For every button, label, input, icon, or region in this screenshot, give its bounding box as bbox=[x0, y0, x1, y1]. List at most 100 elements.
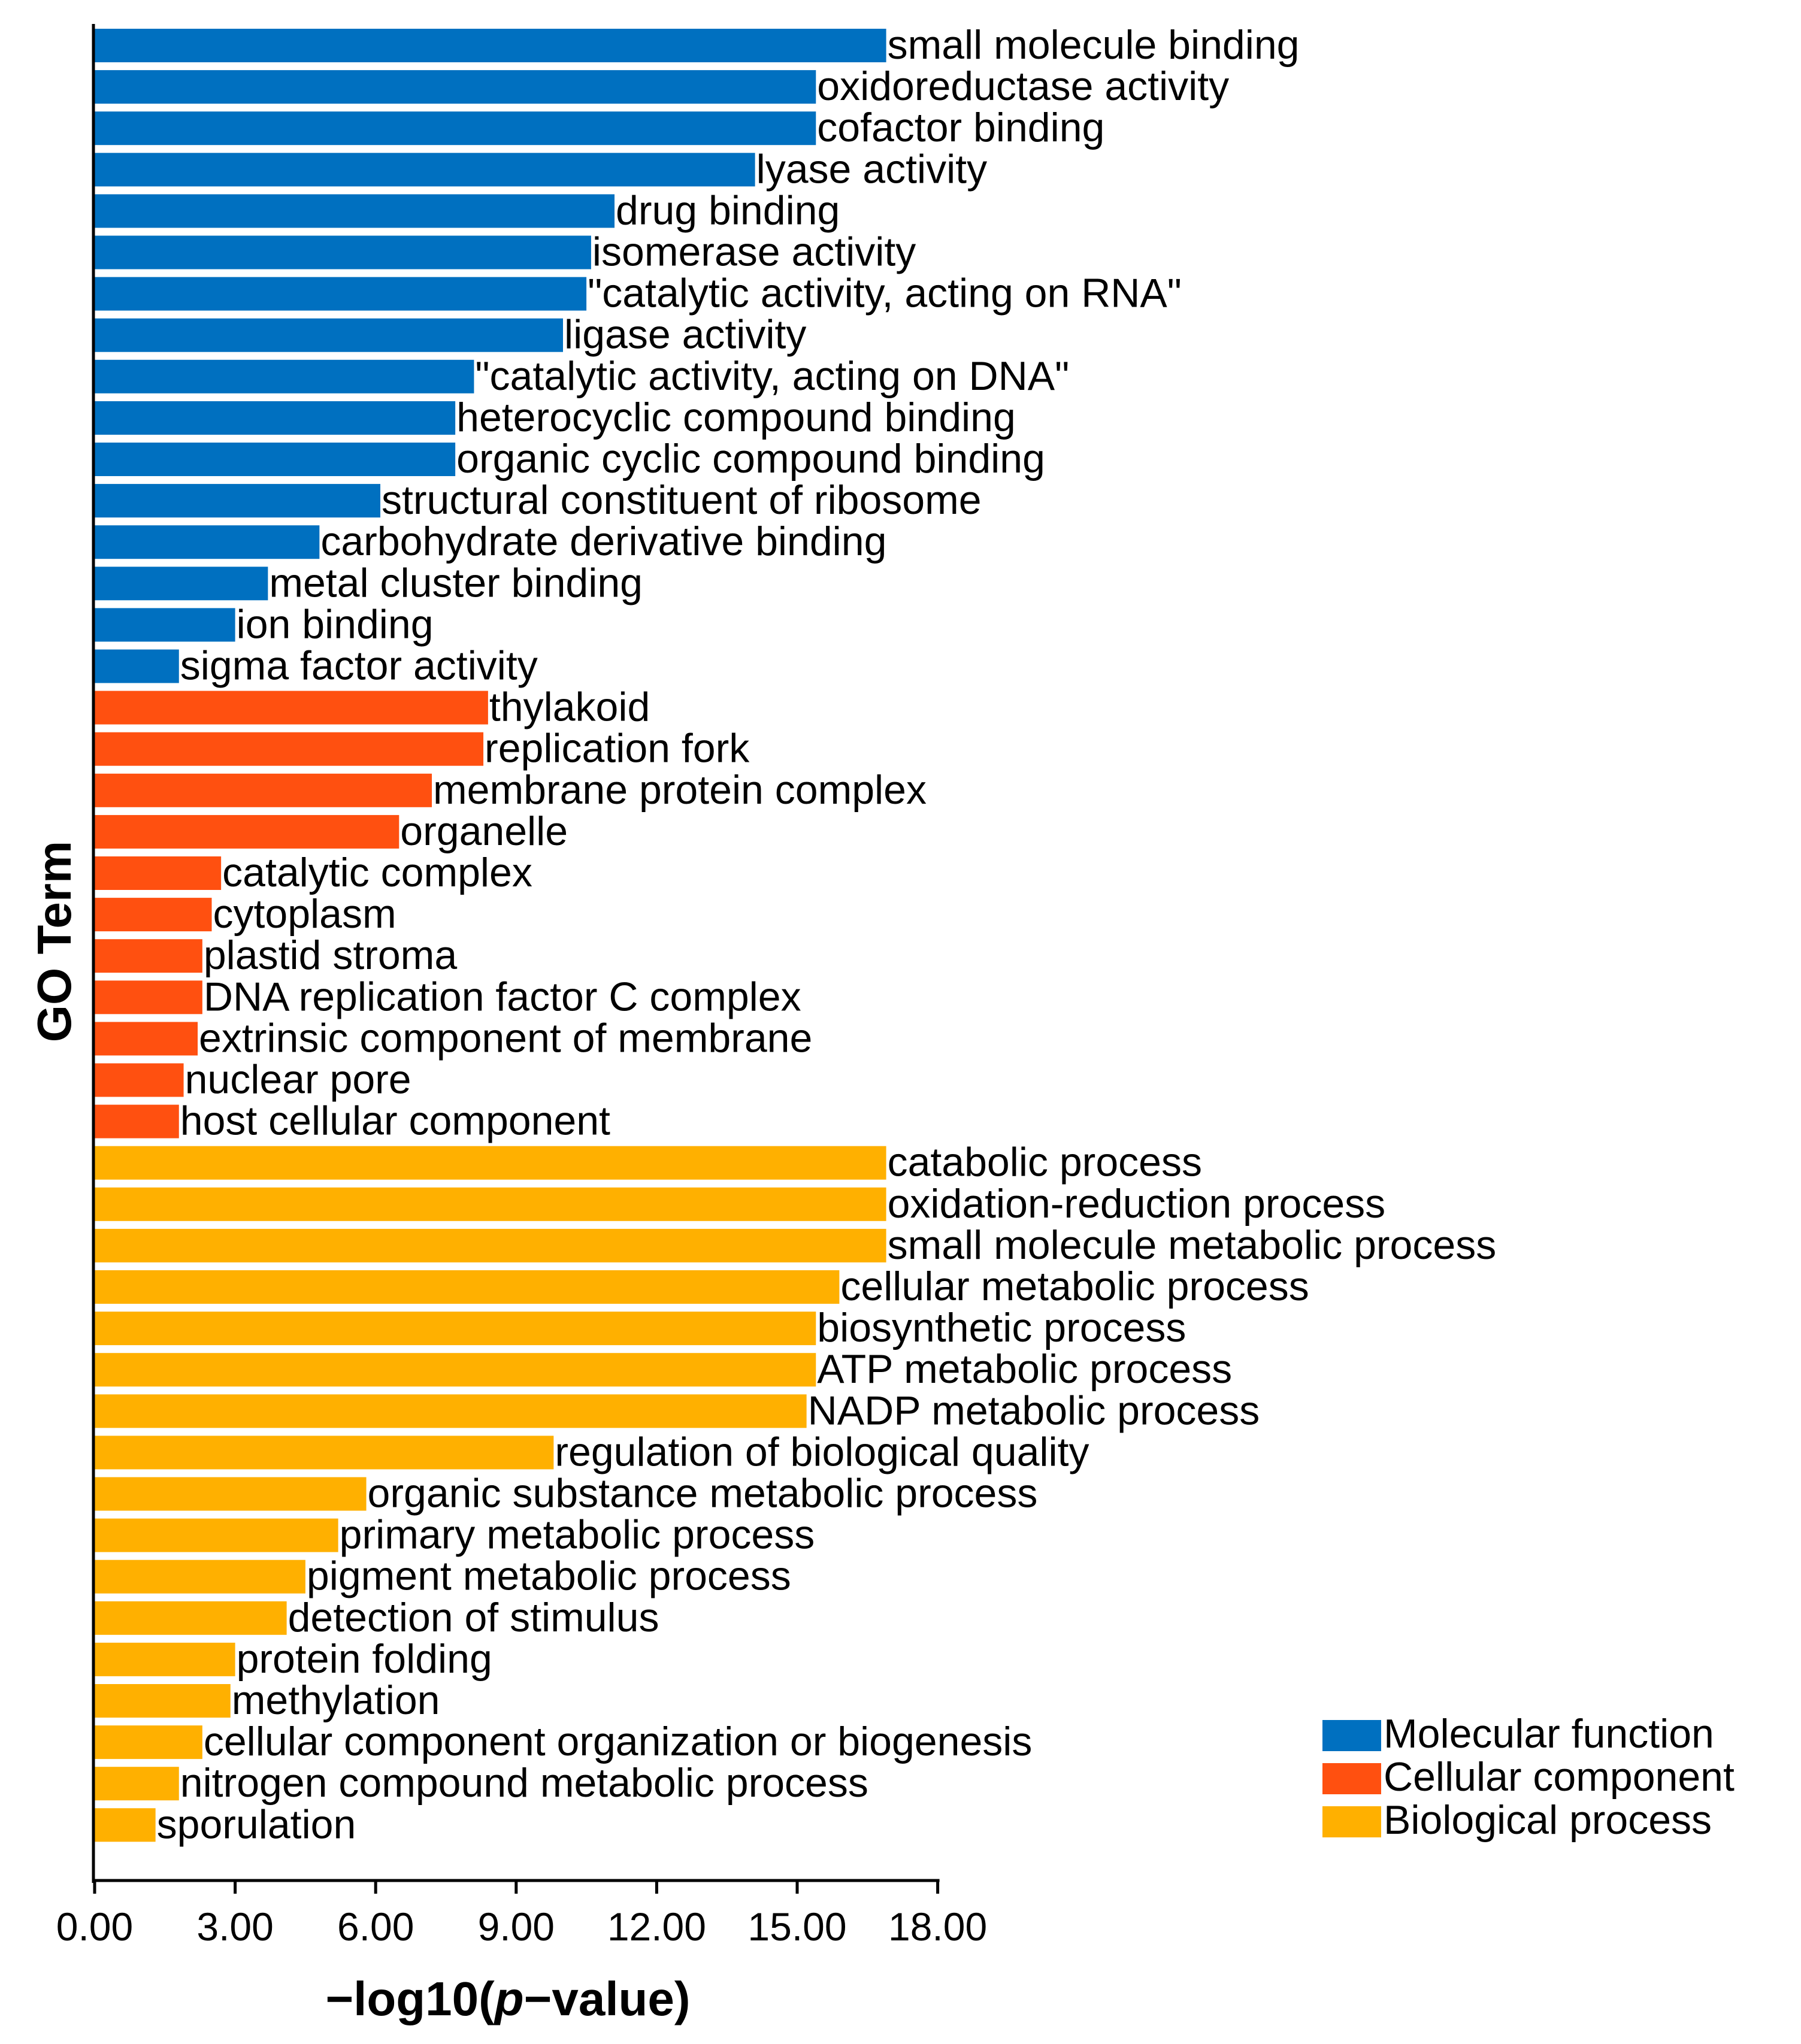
bar-label-structural-constituent-of-ribosome: structural constituent of ribosome bbox=[382, 477, 982, 523]
bar-nitrogen-compound-metabolic-process bbox=[95, 1767, 179, 1801]
bar-sigma-factor-activity bbox=[95, 649, 179, 683]
bar-atp-metabolic-process bbox=[95, 1353, 816, 1387]
bar-label-cellular-metabolic-process: cellular metabolic process bbox=[840, 1264, 1309, 1309]
bar-label-lyase-activity: lyase activity bbox=[756, 146, 987, 192]
bar-label-dna-replication-factor-c-complex: DNA replication factor C complex bbox=[204, 974, 801, 1019]
bar-replication-fork bbox=[95, 732, 484, 766]
x-axis-title: −log10(p−value) bbox=[325, 1972, 690, 2025]
legend-swatch-cellular-component bbox=[1322, 1763, 1381, 1794]
bar-label-carbohydrate-derivative-binding: carbohydrate derivative binding bbox=[320, 519, 886, 564]
bar-label-catalytic-activity-acting-on-rna: "catalytic activity, acting on RNA" bbox=[588, 271, 1182, 316]
x-axis-title-part-1: p bbox=[494, 1972, 524, 2025]
bar-dna-replication-factor-c-complex bbox=[95, 980, 202, 1015]
bar-ligase-activity bbox=[95, 318, 563, 352]
bar-label-oxidoreductase-activity: oxidoreductase activity bbox=[817, 63, 1229, 109]
x-tick-label-4: 12.00 bbox=[607, 1904, 706, 1949]
bar-small-molecule-binding bbox=[95, 29, 886, 62]
bar-lyase-activity bbox=[95, 153, 755, 187]
bar-label-drug-binding: drug binding bbox=[616, 187, 840, 233]
x-tick-label-1: 3.00 bbox=[196, 1904, 273, 1949]
bar-label-cytoplasm: cytoplasm bbox=[213, 891, 396, 937]
bar-label-ligase-activity: ligase activity bbox=[564, 312, 806, 358]
bar-label-small-molecule-metabolic-process: small molecule metabolic process bbox=[888, 1222, 1497, 1268]
x-tick-label-3: 9.00 bbox=[478, 1904, 555, 1949]
bar-protein-folding bbox=[95, 1642, 235, 1676]
bar-label-thylakoid: thylakoid bbox=[489, 685, 650, 730]
bar-catalytic-activity-acting-on-rna bbox=[95, 277, 587, 311]
legend-label-cellular-component: Cellular component bbox=[1384, 1754, 1735, 1800]
bar-biosynthetic-process bbox=[95, 1312, 816, 1346]
x-axis-title-part-2: −value) bbox=[524, 1972, 691, 2025]
bar-label-catalytic-activity-acting-on-dna: "catalytic activity, acting on DNA" bbox=[475, 353, 1069, 399]
bar-label-atp-metabolic-process: ATP metabolic process bbox=[817, 1346, 1232, 1392]
bar-label-replication-fork: replication fork bbox=[485, 726, 750, 771]
bar-label-sigma-factor-activity: sigma factor activity bbox=[180, 643, 538, 689]
bar-label-ion-binding: ion binding bbox=[237, 601, 434, 647]
bar-small-molecule-metabolic-process bbox=[95, 1228, 886, 1262]
bar-sporulation bbox=[95, 1808, 156, 1842]
bar-plastid-stroma bbox=[95, 939, 202, 973]
bar-label-membrane-protein-complex: membrane protein complex bbox=[433, 767, 927, 813]
bar-carbohydrate-derivative-binding bbox=[95, 525, 320, 559]
bar-label-plastid-stroma: plastid stroma bbox=[204, 932, 457, 978]
bar-label-extrinsic-component-of-membrane: extrinsic component of membrane bbox=[199, 1015, 812, 1061]
bar-label-biosynthetic-process: biosynthetic process bbox=[817, 1305, 1186, 1350]
axes-layer: 0.00 3.00 6.00 9.00 12.00 15.00 18.00 −log10(p−… bbox=[28, 24, 987, 2025]
bar-catalytic-complex bbox=[95, 856, 222, 890]
bar-cellular-metabolic-process bbox=[95, 1270, 840, 1304]
bar-heterocyclic-compound-binding bbox=[95, 401, 456, 435]
bar-organic-substance-metabolic-process bbox=[95, 1477, 367, 1511]
y-axis-title: GO Term bbox=[28, 841, 81, 1042]
x-tick-label-2: 6.00 bbox=[337, 1904, 414, 1949]
bar-label-detection-of-stimulus: detection of stimulus bbox=[288, 1595, 659, 1640]
legend-label-biological-process: Biological process bbox=[1384, 1797, 1712, 1843]
x-axis-title-part-0: −log10( bbox=[325, 1972, 495, 2025]
bar-label-organelle: organelle bbox=[400, 808, 568, 854]
bar-isomerase-activity bbox=[95, 235, 591, 269]
legend-label-molecular-function: Molecular function bbox=[1384, 1711, 1714, 1757]
bar-cellular-component-organization-or-biogenesis bbox=[95, 1725, 202, 1760]
bar-pigment-metabolic-process bbox=[95, 1560, 305, 1594]
bar-cofactor-binding bbox=[95, 111, 816, 146]
bar-label-sporulation: sporulation bbox=[157, 1801, 356, 1847]
bar-regulation-of-biological-quality bbox=[95, 1436, 554, 1470]
x-tick-label-0: 0.00 bbox=[56, 1904, 133, 1949]
bar-label-small-molecule-binding: small molecule binding bbox=[888, 22, 1300, 68]
bar-label-cofactor-binding: cofactor binding bbox=[817, 105, 1104, 150]
bar-oxidation-reduction-process bbox=[95, 1187, 886, 1221]
bar-label-catabolic-process: catabolic process bbox=[888, 1140, 1202, 1185]
bar-primary-metabolic-process bbox=[95, 1518, 338, 1552]
bar-label-organic-cyclic-compound-binding: organic cyclic compound binding bbox=[456, 436, 1045, 482]
bar-detection-of-stimulus bbox=[95, 1601, 287, 1635]
legend-swatch-biological-process bbox=[1322, 1806, 1381, 1837]
bar-methylation bbox=[95, 1684, 231, 1718]
bar-label-nuclear-pore: nuclear pore bbox=[185, 1057, 411, 1103]
bar-label-oxidation-reduction-process: oxidation-reduction process bbox=[888, 1181, 1386, 1227]
bar-organelle bbox=[95, 814, 399, 849]
bar-nadp-metabolic-process bbox=[95, 1394, 807, 1428]
bar-label-primary-metabolic-process: primary metabolic process bbox=[340, 1512, 815, 1558]
bar-extrinsic-component-of-membrane bbox=[95, 1022, 198, 1056]
bar-label-nadp-metabolic-process: NADP metabolic process bbox=[808, 1388, 1260, 1433]
x-tick-label-6: 18.00 bbox=[888, 1904, 987, 1949]
bar-host-cellular-component bbox=[95, 1104, 179, 1138]
legend-swatch-molecular-function bbox=[1322, 1720, 1381, 1751]
bar-label-isomerase-activity: isomerase activity bbox=[592, 229, 916, 275]
bar-catabolic-process bbox=[95, 1146, 886, 1180]
bar-catalytic-activity-acting-on-dna bbox=[95, 359, 474, 393]
bar-label-regulation-of-biological-quality: regulation of biological quality bbox=[555, 1429, 1089, 1474]
bar-thylakoid bbox=[95, 691, 488, 725]
bar-structural-constituent-of-ribosome bbox=[95, 484, 381, 518]
bar-oxidoreductase-activity bbox=[95, 70, 816, 104]
bar-membrane-protein-complex bbox=[95, 773, 432, 807]
bar-metal-cluster-binding bbox=[95, 567, 268, 601]
bar-label-cellular-component-organization-or-biogenesis: cellular component organization or bioge… bbox=[204, 1719, 1033, 1764]
bar-label-pigment-metabolic-process: pigment metabolic process bbox=[307, 1554, 791, 1599]
bar-label-heterocyclic-compound-binding: heterocyclic compound binding bbox=[456, 395, 1016, 440]
bar-label-host-cellular-component: host cellular component bbox=[180, 1098, 610, 1144]
bar-drug-binding bbox=[95, 194, 615, 228]
bar-label-protein-folding: protein folding bbox=[237, 1636, 492, 1682]
bar-nuclear-pore bbox=[95, 1063, 184, 1097]
